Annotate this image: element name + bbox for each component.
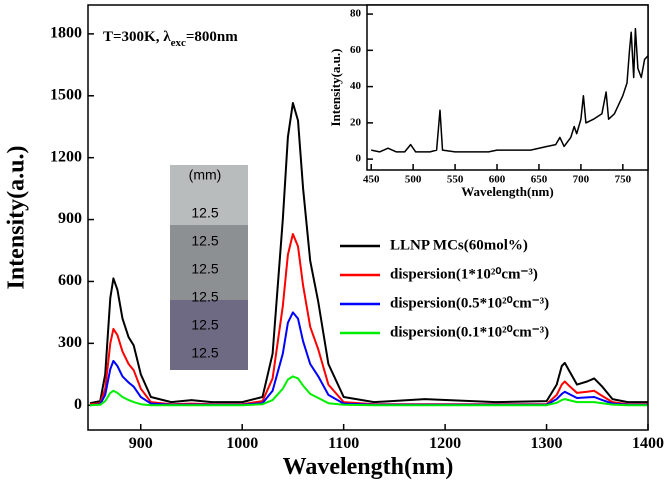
x-tick-label: 1100: [328, 435, 359, 452]
x-tick-label: 700: [573, 173, 590, 185]
photo-band: [170, 300, 248, 370]
legend-label: dispersion(0.5*10²⁰cm⁻³): [390, 295, 549, 311]
x-tick-label: 600: [489, 173, 506, 185]
y-tick-label: 60: [350, 44, 362, 56]
x-tick-label: 750: [615, 173, 632, 185]
data-line: [89, 311, 648, 407]
y-tick-label: 0: [356, 153, 362, 165]
x-tick-label: 650: [531, 173, 548, 185]
x-tick-label: 1300: [531, 435, 563, 452]
photo-label: 12.5: [191, 261, 218, 277]
y-tick-label: 1800: [50, 25, 82, 42]
y-tick-label: 20: [350, 116, 362, 128]
x-tick-label: 550: [447, 173, 464, 185]
photo-label: 12.5: [191, 233, 218, 249]
y-tick-label: 80: [350, 8, 362, 20]
photo-label: 12.5: [191, 345, 218, 361]
data-line: [371, 27, 649, 153]
x-axis-label: Wavelength(nm): [283, 454, 454, 480]
y-tick-label: 0: [74, 396, 82, 413]
x-axis-label: Wavelength(nm): [461, 184, 553, 199]
inset-bg: [367, 5, 648, 170]
photo-band: [170, 165, 248, 225]
y-tick-label: 300: [58, 334, 82, 351]
x-tick-label: 1200: [429, 435, 461, 452]
y-tick-label: 40: [350, 80, 362, 92]
y-axis-label: Intensity(a.u.): [328, 48, 343, 126]
y-tick-label: 1500: [50, 86, 82, 103]
data-line: [89, 102, 648, 405]
photo-label: (mm): [189, 167, 222, 183]
photo: [170, 165, 248, 370]
annotation-tail: =800nm: [186, 29, 238, 45]
annotation-text: T=300K, λ: [103, 29, 171, 45]
x-tick-label: 1000: [226, 435, 258, 452]
annotation: T=300K, λexc=800nm: [103, 29, 238, 48]
legend-label: LLNP MCs(60mol%): [390, 237, 528, 253]
y-tick-label: 600: [58, 272, 82, 289]
photo-label: 12.5: [191, 317, 218, 333]
y-tick-label: 1200: [50, 148, 82, 165]
data-line: [89, 233, 648, 406]
y-axis-label: Intensity(a.u.): [4, 145, 30, 289]
y-tick-label: 900: [58, 210, 82, 227]
annotation-sub: exc: [171, 37, 186, 49]
x-tick-label: 900: [129, 435, 153, 452]
photo-label: 12.5: [191, 289, 218, 305]
photo-label: 12.5: [191, 205, 218, 221]
x-tick-label: 500: [405, 173, 422, 185]
plot-frame: [366, 4, 649, 171]
x-tick-label: 1400: [632, 435, 664, 452]
x-tick-label: 450: [363, 173, 380, 185]
legend-label: dispersion(0.1*10²⁰cm⁻³): [390, 324, 549, 340]
data-line: [89, 375, 648, 407]
legend-label: dispersion(1*10²⁰cm⁻³): [390, 266, 538, 282]
